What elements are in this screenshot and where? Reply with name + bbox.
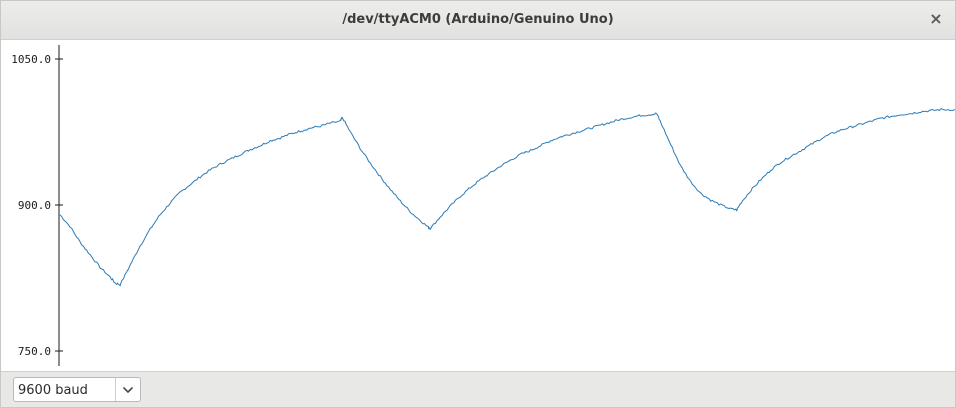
select-divider xyxy=(115,378,116,401)
baud-rate-value: 9600 baud xyxy=(18,383,88,398)
close-button[interactable]: × xyxy=(929,9,943,28)
title-bar[interactable]: /dev/ttyACM0 (Arduino/Genuino Uno) × xyxy=(1,1,955,40)
series-line xyxy=(59,108,955,287)
y-axis-ticks: 750.0 900.0 1050.0 xyxy=(11,53,63,358)
y-tick-label: 900.0 xyxy=(18,199,51,212)
chevron-down-icon[interactable] xyxy=(118,380,138,400)
window-title: /dev/ttyACM0 (Arduino/Genuino Uno) xyxy=(342,12,614,27)
bottom-toolbar: 9600 baud xyxy=(1,371,955,407)
line-chart: 750.0 900.0 1050.0 xyxy=(11,45,955,366)
plot-area: 750.0 900.0 1050.0 xyxy=(1,40,955,371)
baud-rate-select[interactable]: 9600 baud xyxy=(13,377,141,402)
y-tick-label: 1050.0 xyxy=(11,53,51,66)
y-tick-label: 750.0 xyxy=(18,345,51,358)
